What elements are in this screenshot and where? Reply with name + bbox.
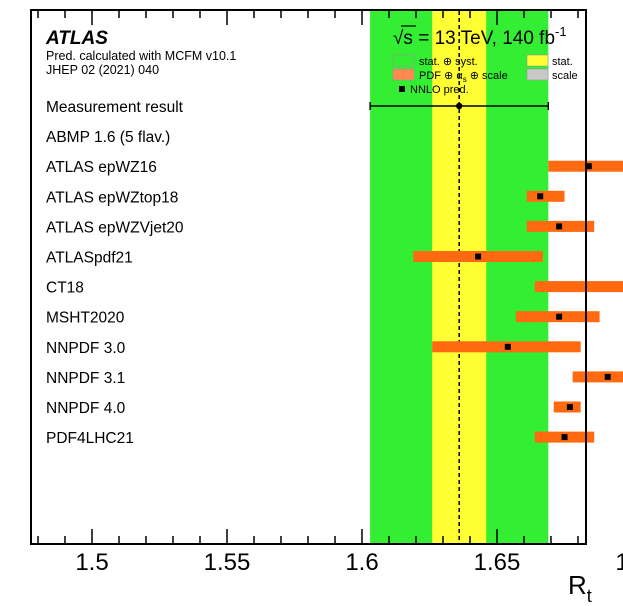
x-tick-label: 1.65 [474, 549, 521, 576]
x-axis-label-sub: t [587, 586, 592, 606]
energy-text: √s = 13 TeV, 140 fb [393, 28, 555, 49]
nnlo-marker-nnpdf-4-0 [566, 404, 573, 410]
row-label-msht2020: MSHT2020 [46, 310, 125, 327]
row-labels: Measurement result ABMP 1.6 (5 flav.) ATLA… [46, 99, 184, 447]
nnlo-marker-msht2020 [556, 313, 563, 320]
pdf-band-nnpdf-3-1 [572, 371, 623, 383]
nnlo-marker-atlas-epwztop18 [537, 193, 544, 200]
legend-swatch-stat [526, 54, 549, 67]
journal-ref: JHEP 02 (2021) 040 [46, 63, 159, 77]
legend-pdf-tail: ⊕ scale [467, 70, 508, 82]
legend-swatch-scale [526, 68, 549, 81]
legend-label-scale: scale [552, 70, 578, 82]
nnlo-marker-atlas-epwz16 [585, 163, 592, 170]
row-label-atlas-epwzvjet20: ATLAS epWZVjet20 [46, 219, 184, 236]
nnlo-marker-nnpdf-3-0 [504, 343, 511, 350]
x-axis-label-main: R [568, 570, 587, 600]
legend-label-pdf-scale: PDF ⊕ αs ⊕ scale [419, 70, 508, 84]
energy-superscript: -1 [555, 24, 567, 39]
legend-label-stat-syst: stat. ⊕ syst. [419, 56, 478, 68]
nnlo-marker-atlaspdf21 [475, 253, 482, 260]
row-label-atlas-epwztop18: ATLAS epWZtop18 [46, 189, 178, 206]
row-label-measurement: Measurement result [46, 99, 184, 116]
legend-pdf-text: PDF ⊕ α [419, 70, 463, 82]
atlas-label: ATLAS [45, 28, 108, 49]
pdf-band-atlas-epwztop18 [526, 190, 565, 202]
legend-label-nnlo: NNLO pred. [410, 84, 469, 96]
x-axis-label: Rt [568, 570, 592, 606]
plot-frame [30, 9, 587, 545]
row-label-atlas-epwz16: ATLAS epWZ16 [46, 159, 157, 176]
energy-lumi: √s = 13 TeV, 140 fb-1 [393, 24, 567, 49]
legend-pdf-sub: s [463, 75, 467, 84]
x-tick-label: 1.7 [615, 549, 623, 576]
row-label-atlaspdf21: ATLASpdf21 [46, 250, 133, 267]
nnlo-marker-atlas-epwzvjet20 [556, 223, 563, 230]
row-label-pdf4lhc21: PDF4LHC21 [46, 430, 134, 447]
row-label-ct18: CT18 [46, 280, 84, 297]
measurement-bands [370, 11, 549, 543]
row-label-nnpdf-4-0: NNPDF 4.0 [46, 400, 126, 417]
measurement-point [456, 102, 463, 110]
row-label-nnpdf-3-1: NNPDF 3.1 [46, 370, 125, 387]
legend-marker-nnlo [399, 86, 405, 92]
calc-note: Pred. calculated with MCFM v10.1 [46, 49, 236, 63]
legend-label-stat: stat. [552, 56, 573, 68]
x-tick-label: 1.5 [75, 549, 108, 576]
axis-ticks: 1.51.551.61.651.71.751.81.85 [37, 11, 623, 576]
nnlo-marker-nnpdf-3-1 [604, 373, 611, 380]
legend-swatch-stat-syst [392, 54, 415, 67]
nnlo-marker-pdf4lhc21 [561, 434, 568, 441]
x-tick-label: 1.6 [345, 549, 378, 576]
row-label-nnpdf-3-0: NNPDF 3.0 [46, 340, 126, 357]
row-label-abmp-1-6-5-flav: ABMP 1.6 (5 flav.) [46, 129, 170, 146]
x-tick-label: 1.55 [204, 549, 251, 576]
legend-swatch-pdf-scale [392, 68, 415, 81]
pdf-band-ct18 [534, 281, 623, 293]
